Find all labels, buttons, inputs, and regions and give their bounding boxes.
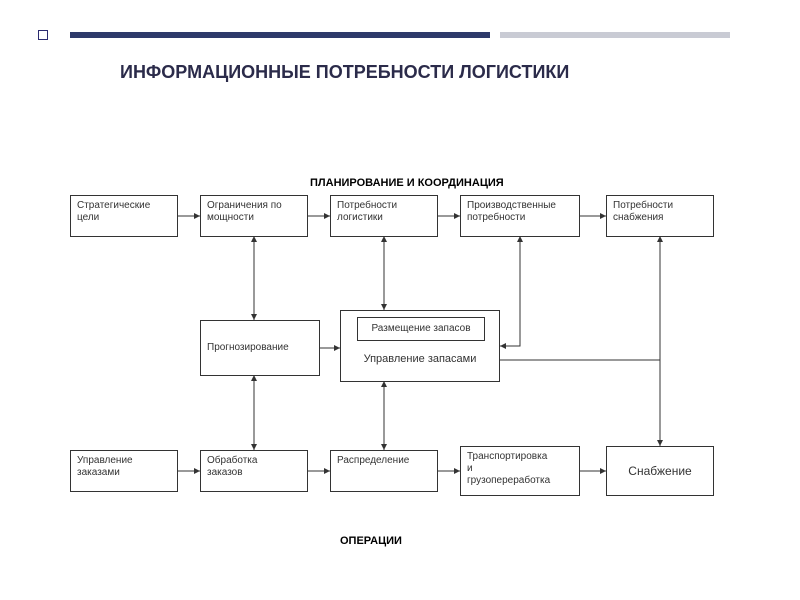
node-label: Стратегическиецели — [77, 200, 150, 224]
node-label: Размещение запасов — [371, 323, 470, 335]
header-bar-dark — [70, 32, 490, 38]
node-label: Потребностиснабжения — [613, 200, 673, 224]
node-label: Потребностилогистики — [337, 200, 397, 224]
node-order-processing: Обработказаказов — [200, 450, 308, 492]
node-order-management: Управлениезаказами — [70, 450, 178, 492]
node-production-needs: Производственныепотребности — [460, 195, 580, 237]
node-supply-needs: Потребностиснабжения — [606, 195, 714, 237]
node-distribution: Распределение — [330, 450, 438, 492]
node-label: Производственныепотребности — [467, 200, 556, 224]
node-inventory-placement: Размещение запасов — [357, 317, 485, 341]
page-title: ИНФОРМАЦИОННЫЕ ПОТРЕБНОСТИ ЛОГИСТИКИ — [120, 62, 569, 83]
section-label-planning: ПЛАНИРОВАНИЕ И КООРДИНАЦИЯ — [310, 177, 504, 189]
node-label: Транспортировкаигрузопереработка — [467, 451, 550, 487]
node-label: Ограничения помощности — [207, 200, 282, 224]
header-bar-light — [500, 32, 730, 38]
section-label-operations: ОПЕРАЦИИ — [340, 535, 402, 547]
node-label: Прогнозирование — [207, 342, 289, 354]
node-label: Управлениезаказами — [77, 455, 133, 479]
node-label: Распределение — [337, 455, 409, 467]
node-supply: Снабжение — [606, 446, 714, 496]
node-logistics-needs: Потребностилогистики — [330, 195, 438, 237]
node-label: Обработказаказов — [207, 455, 257, 479]
node-label: Управление запасами — [364, 353, 477, 365]
node-inventory-control-label: Управление запасами — [341, 353, 499, 366]
node-inventory-mgmt: Размещение запасов Управление запасами — [340, 310, 500, 382]
node-capacity-constraints: Ограничения помощности — [200, 195, 308, 237]
node-transport: Транспортировкаигрузопереработка — [460, 446, 580, 496]
slide-marker — [38, 30, 48, 40]
node-forecasting: Прогнозирование — [200, 320, 320, 376]
connectors-layer — [0, 0, 800, 600]
node-strategic-goals: Стратегическиецели — [70, 195, 178, 237]
node-label: Снабжение — [628, 464, 691, 478]
